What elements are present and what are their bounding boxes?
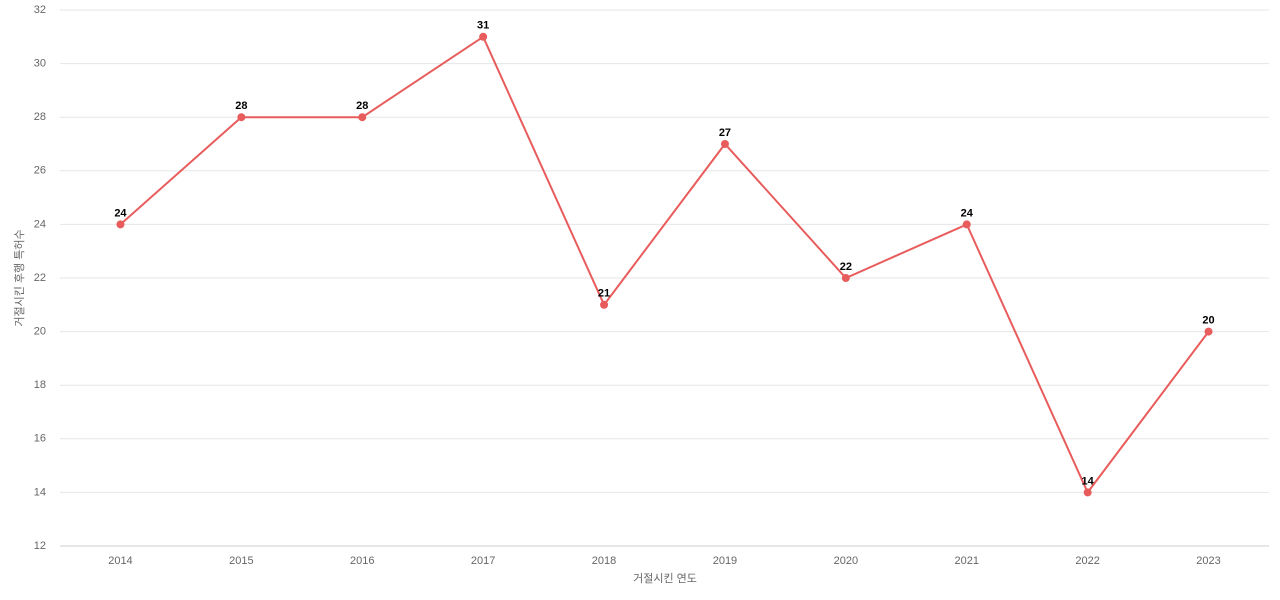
data-point [1204,327,1213,336]
y-tick-label: 28 [34,111,46,123]
x-tick-label: 2021 [955,555,979,567]
y-tick-label: 14 [34,486,46,498]
data-label: 27 [719,127,731,139]
y-axis-label: 거절시킨 후행 특허수 [13,229,26,326]
data-point [962,220,971,229]
x-axis-label: 거절시킨 연도 [633,572,697,585]
data-label: 24 [114,207,127,219]
data-label: 21 [598,288,610,300]
data-label: 20 [1202,315,1214,327]
x-tick-label: 2023 [1196,555,1220,567]
y-tick-label: 30 [34,58,46,70]
y-tick-label: 16 [34,433,46,445]
y-tick-label: 24 [34,218,46,230]
data-label: 24 [961,207,974,219]
x-tick-label: 2022 [1075,555,1099,567]
data-point [237,113,246,122]
x-tick-label: 2015 [229,555,253,567]
data-point [116,220,125,229]
x-tick-label: 2019 [713,555,737,567]
data-label: 28 [356,100,368,112]
y-tick-label: 26 [34,165,46,177]
data-point [358,113,367,122]
data-point [841,274,850,282]
y-tick-label: 22 [34,272,46,284]
data-label: 28 [235,100,247,112]
y-tick-label: 18 [34,379,46,391]
y-tick-label: 20 [34,326,46,338]
data-line [119,35,1210,495]
y-tick-label: 32 [34,4,46,16]
data-point [600,300,609,309]
data-point [720,140,729,148]
x-tick-label: 2017 [471,555,495,567]
data-point [479,32,488,41]
data-label: 22 [840,261,852,273]
x-tick-label: 2014 [108,555,132,567]
x-tick-label: 2020 [834,555,858,567]
data-label: 14 [1082,475,1095,487]
data-point [1083,488,1092,497]
data-label: 31 [477,20,489,32]
x-tick-label: 2016 [350,555,374,567]
x-tick-label: 2018 [592,555,616,567]
y-tick-label: 12 [34,540,46,552]
